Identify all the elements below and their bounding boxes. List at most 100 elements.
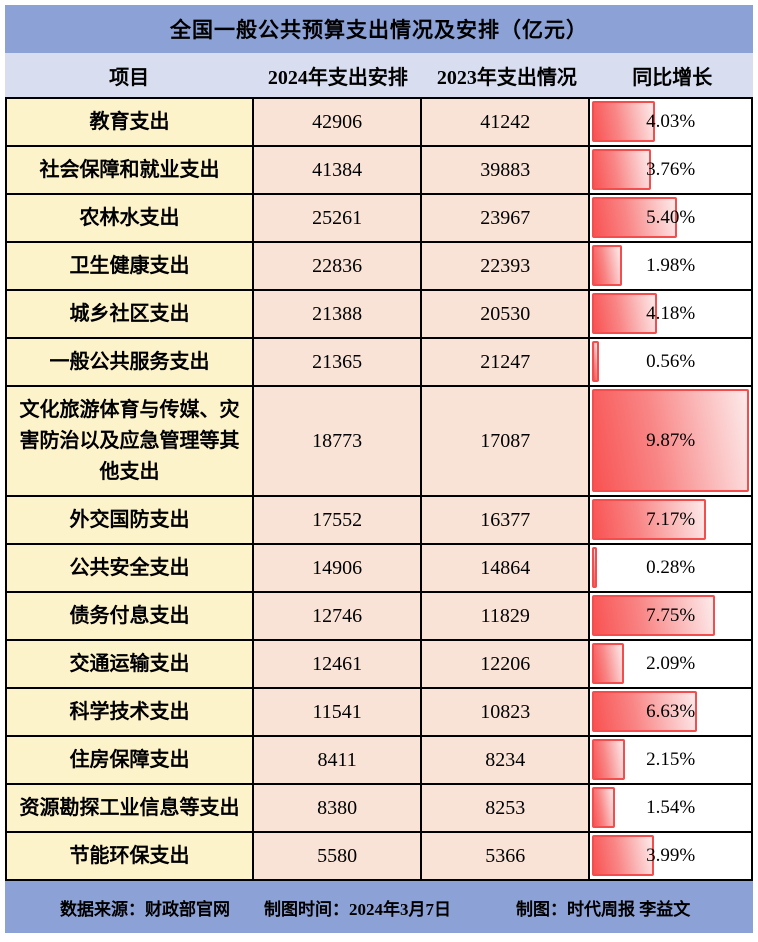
budget-2024-cell: 18773	[254, 387, 423, 495]
growth-label: 0.56%	[646, 351, 696, 373]
title-bar: 全国一般公共预算支出情况及安排（亿元）	[5, 5, 753, 53]
growth-cell: 9.87%	[590, 387, 751, 495]
growth-label: 1.54%	[646, 797, 696, 819]
column-header-item: 项目	[109, 66, 150, 89]
actual-2023-cell: 20530	[422, 291, 591, 337]
budget-2024-cell: 14906	[254, 545, 423, 591]
growth-cell: 3.99%	[590, 833, 751, 879]
item-cell: 城乡社区支出	[7, 291, 254, 337]
budget-2024-cell: 21365	[254, 339, 423, 385]
actual-2023-cell: 21247	[422, 339, 591, 385]
credit-label: 制图：时代周报 李益文	[516, 899, 691, 919]
budget-2024-cell: 12461	[254, 641, 423, 687]
table-row: 科学技术支出 11541 10823 6.63%	[7, 689, 751, 737]
actual-2023-cell: 12206	[422, 641, 591, 687]
budget-2024-cell: 5580	[254, 833, 423, 879]
growth-cell: 2.09%	[590, 641, 751, 687]
growth-bar	[592, 149, 651, 190]
growth-cell: 5.40%	[590, 195, 751, 241]
table-row: 社会保障和就业支出 41384 39883 3.76%	[7, 147, 751, 195]
growth-bar	[592, 197, 678, 238]
budget-2024-cell: 25261	[254, 195, 423, 241]
table-row: 住房保障支出 8411 8234 2.15%	[7, 737, 751, 785]
table-header-row: 项目 2024年支出安排 2023年支出情况 同比增长	[5, 53, 753, 97]
growth-label: 6.63%	[646, 701, 696, 723]
data-source-label: 数据来源：财政部官网	[60, 899, 230, 919]
growth-label: 3.76%	[646, 159, 696, 181]
growth-label: 1.98%	[646, 255, 696, 277]
growth-cell: 2.15%	[590, 737, 751, 783]
item-cell: 社会保障和就业支出	[7, 147, 254, 193]
growth-label: 9.87%	[646, 430, 696, 452]
actual-2023-cell: 5366	[422, 833, 591, 879]
item-cell: 教育支出	[7, 99, 254, 145]
actual-2023-cell: 41242	[422, 99, 591, 145]
item-cell: 交通运输支出	[7, 641, 254, 687]
table-row: 城乡社区支出 21388 20530 4.18%	[7, 291, 751, 339]
item-cell: 一般公共服务支出	[7, 339, 254, 385]
budget-2024-cell: 8411	[254, 737, 423, 783]
actual-2023-cell: 8253	[422, 785, 591, 831]
table-row: 卫生健康支出 22836 22393 1.98%	[7, 243, 751, 291]
budget-2024-cell: 17552	[254, 497, 423, 543]
footer-bar: 数据来源：财政部官网 制图时间：2024年3月7日 制图：时代周报 李益文	[5, 881, 753, 933]
item-cell: 卫生健康支出	[7, 243, 254, 289]
growth-bar	[592, 691, 697, 732]
growth-cell: 1.98%	[590, 243, 751, 289]
column-header-2024: 2024年支出安排	[267, 66, 408, 89]
growth-bar	[592, 835, 655, 876]
table-row: 公共安全支出 14906 14864 0.28%	[7, 545, 751, 593]
growth-cell: 4.03%	[590, 99, 751, 145]
growth-bar	[592, 787, 616, 828]
growth-cell: 6.63%	[590, 689, 751, 735]
item-cell: 农林水支出	[7, 195, 254, 241]
table-row: 文化旅游体育与传媒、灾害防治以及应急管理等其他支出 18773 17087 9.…	[7, 387, 751, 497]
item-cell: 债务付息支出	[7, 593, 254, 639]
actual-2023-cell: 16377	[422, 497, 591, 543]
growth-bar	[592, 595, 715, 636]
table-row: 节能环保支出 5580 5366 3.99%	[7, 833, 751, 879]
growth-cell: 7.75%	[590, 593, 751, 639]
growth-label: 5.40%	[646, 207, 696, 229]
item-cell: 资源勘探工业信息等支出	[7, 785, 254, 831]
page-title: 全国一般公共预算支出情况及安排（亿元）	[170, 18, 588, 42]
actual-2023-cell: 39883	[422, 147, 591, 193]
item-cell: 公共安全支出	[7, 545, 254, 591]
growth-bar	[592, 101, 656, 142]
table-row: 外交国防支出 17552 16377 7.17%	[7, 497, 751, 545]
growth-bar	[592, 499, 706, 540]
growth-bar	[592, 341, 600, 382]
chart-date-label: 制图时间：2024年3月7日	[264, 899, 451, 919]
growth-label: 4.03%	[646, 111, 696, 133]
growth-cell: 0.56%	[590, 339, 751, 385]
table-row: 债务付息支出 12746 11829 7.75%	[7, 593, 751, 641]
column-header-2023: 2023年支出情况	[436, 66, 577, 89]
growth-bar	[592, 643, 624, 684]
actual-2023-cell: 10823	[422, 689, 591, 735]
item-cell: 外交国防支出	[7, 497, 254, 543]
growth-label: 7.17%	[646, 509, 696, 531]
item-cell: 科学技术支出	[7, 689, 254, 735]
growth-bar	[592, 739, 625, 780]
table-row: 交通运输支出 12461 12206 2.09%	[7, 641, 751, 689]
table-row: 资源勘探工业信息等支出 8380 8253 1.54%	[7, 785, 751, 833]
growth-cell: 0.28%	[590, 545, 751, 591]
budget-2024-cell: 12746	[254, 593, 423, 639]
actual-2023-cell: 22393	[422, 243, 591, 289]
table-row: 教育支出 42906 41242 4.03%	[7, 99, 751, 147]
growth-bar	[592, 547, 598, 588]
growth-cell: 3.76%	[590, 147, 751, 193]
growth-cell: 1.54%	[590, 785, 751, 831]
growth-label: 7.75%	[646, 605, 696, 627]
budget-2024-cell: 11541	[254, 689, 423, 735]
growth-label: 4.18%	[646, 303, 696, 325]
budget-2024-cell: 42906	[254, 99, 423, 145]
growth-bar	[592, 245, 623, 286]
table-row: 一般公共服务支出 21365 21247 0.56%	[7, 339, 751, 387]
actual-2023-cell: 11829	[422, 593, 591, 639]
budget-2024-cell: 22836	[254, 243, 423, 289]
budget-2024-cell: 8380	[254, 785, 423, 831]
column-header-growth: 同比增长	[632, 66, 713, 89]
actual-2023-cell: 23967	[422, 195, 591, 241]
growth-label: 0.28%	[646, 557, 696, 579]
